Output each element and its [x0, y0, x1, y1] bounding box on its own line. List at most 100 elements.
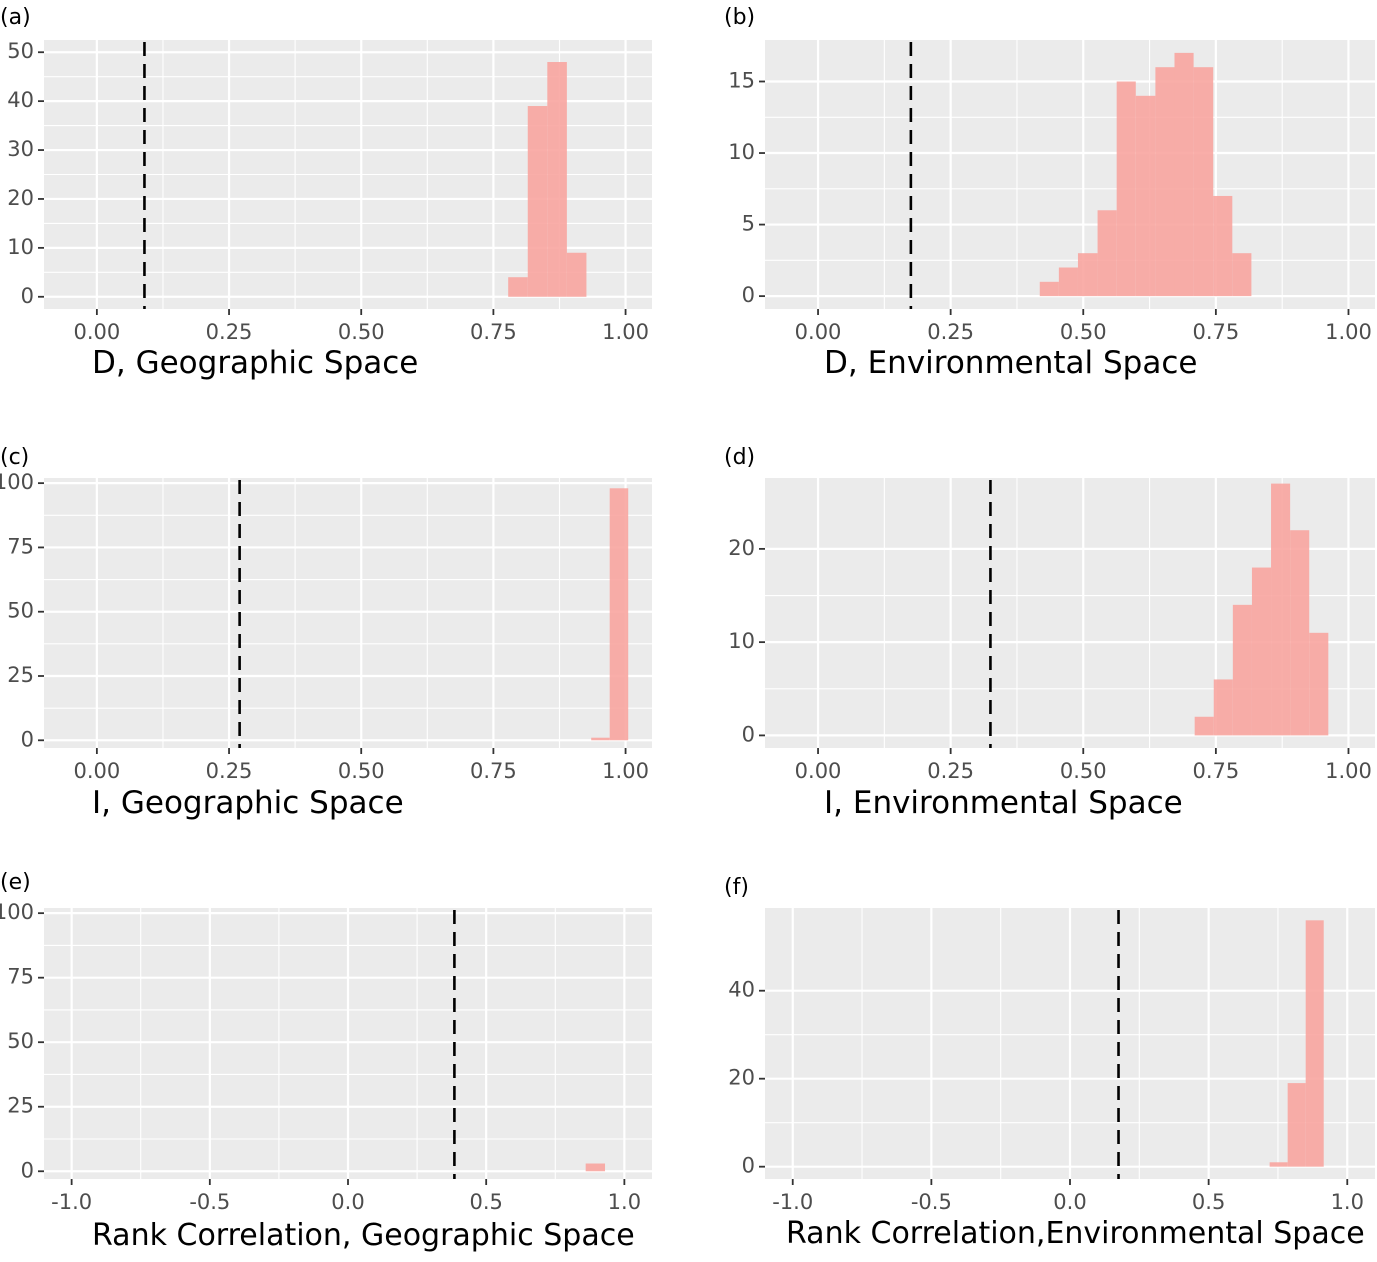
x-tick-label: 0.5: [1192, 1190, 1225, 1214]
y-tick-label: 0: [742, 1154, 755, 1178]
histogram-bar: [1271, 483, 1291, 736]
x-axis-title: D, Environmental Space: [824, 345, 1197, 381]
x-tick-label: 0.75: [470, 320, 517, 344]
histogram-bar: [1232, 253, 1252, 297]
histogram-bar: [508, 277, 528, 297]
x-tick-label: 0.00: [73, 320, 120, 344]
y-tick-label: 100: [0, 470, 34, 494]
x-tick-label: 0.75: [470, 759, 517, 783]
y-tick-label: 0: [21, 1158, 34, 1182]
x-axis-title: D, Geographic Space: [92, 345, 418, 381]
histogram-bar: [1194, 716, 1214, 736]
x-tick-label: 1.00: [602, 320, 649, 344]
x-tick-label: 0.50: [1060, 320, 1107, 344]
y-tick-label: 20: [7, 186, 34, 210]
y-tick-label: 25: [7, 1094, 34, 1118]
x-tick-label: -0.5: [911, 1190, 952, 1214]
panel-label: (c): [0, 445, 29, 470]
x-tick-label: 1.00: [602, 759, 649, 783]
y-tick-label: 100: [0, 900, 34, 924]
x-tick-label: 0.75: [1192, 320, 1239, 344]
y-tick-label: 50: [7, 39, 34, 63]
histogram-bar: [591, 737, 610, 741]
x-tick-label: 0.25: [927, 759, 974, 783]
histogram-bar: [1269, 1162, 1288, 1167]
x-tick-label: 0.00: [73, 759, 120, 783]
x-tick-label: 0.0: [331, 1190, 364, 1214]
x-tick-label: -0.5: [189, 1190, 230, 1214]
histogram-bar: [1290, 530, 1310, 736]
plot-background: [44, 478, 652, 748]
histogram-bar: [566, 252, 587, 297]
x-tick-label: 1.00: [1325, 759, 1372, 783]
x-tick-label: 0.25: [927, 320, 974, 344]
x-tick-label: -1.0: [772, 1190, 813, 1214]
y-tick-label: 15: [728, 68, 755, 92]
y-tick-label: 30: [7, 137, 34, 161]
plot-background: [765, 40, 1375, 309]
histogram-bar: [585, 1163, 606, 1172]
x-tick-label: 0.75: [1192, 759, 1239, 783]
panel-label: (e): [0, 870, 31, 895]
panel-d: (d) 0 10 20 0.00 0.25 0.50 0.75 1.00 I, Environme…: [724, 445, 1375, 821]
y-tick-label: 10: [728, 140, 755, 164]
histogram-bar: [1155, 67, 1175, 297]
x-tick-label: 1.0: [1331, 1190, 1364, 1214]
histogram-bar: [1213, 679, 1233, 736]
y-tick-label: 20: [728, 536, 755, 560]
panel-b: (b) 0 5 10 15 0.00 0.25 0.50 0.75 1.00 D, Environm…: [724, 5, 1375, 381]
x-tick-label: -1.0: [51, 1190, 92, 1214]
y-tick-label: 40: [7, 88, 34, 112]
histogram-bar: [1135, 95, 1156, 297]
y-tick-label: 40: [728, 978, 755, 1002]
histogram-bar: [1116, 81, 1136, 297]
y-tick-label: 75: [7, 965, 34, 989]
panel-label: (b): [724, 5, 755, 30]
y-tick-label: 10: [7, 235, 34, 259]
y-tick-label: 50: [7, 599, 34, 623]
panel-a: (a) 0 10 20 30 40 50 0.00 0.25 0.50 0.75 1.00 D, Geo…: [0, 5, 652, 381]
histogram-bar: [1039, 281, 1059, 297]
histogram-bar: [1287, 1083, 1306, 1167]
x-axis-title: I, Geographic Space: [92, 785, 404, 821]
histogram-bar: [1232, 604, 1252, 736]
x-tick-label: 0.50: [338, 759, 385, 783]
y-tick-label: 0: [21, 284, 34, 308]
panel-c: (c) 0 25 50 75 100 0.00 0.25 0.50 0.75 1.00 I, Geog…: [0, 445, 652, 821]
y-tick-label: 0: [742, 283, 755, 307]
panel-label: (d): [724, 445, 755, 470]
x-tick-label: 1.0: [608, 1190, 641, 1214]
x-tick-label: 0.50: [1060, 759, 1107, 783]
x-tick-label: 0.25: [206, 759, 253, 783]
panel-label: (a): [0, 5, 31, 30]
histogram-bar: [1309, 632, 1329, 736]
x-axis-title: Rank Correlation, Geographic Space: [92, 1218, 635, 1253]
y-tick-label: 0: [21, 727, 34, 751]
x-axis-title: Rank Correlation,Environmental Space: [786, 1216, 1365, 1251]
x-axis-title: I, Environmental Space: [824, 785, 1183, 821]
histogram-bar: [1058, 267, 1078, 297]
x-tick-label: 0.00: [795, 320, 842, 344]
panel-e: (e) 0 25 50 75 100 -1.0 -0.5 0.0 0.5 1.0 Rank Corre…: [0, 870, 652, 1253]
histogram-bar: [609, 488, 629, 741]
y-tick-label: 20: [728, 1066, 755, 1090]
x-tick-label: 0.0: [1053, 1190, 1086, 1214]
y-tick-label: 5: [742, 212, 755, 236]
y-tick-label: 75: [7, 534, 34, 558]
histogram-bar: [547, 62, 567, 297]
y-tick-label: 0: [742, 722, 755, 746]
panel-label: (f): [724, 875, 749, 900]
histogram-bar: [1213, 195, 1233, 297]
histogram-bar: [527, 106, 548, 297]
y-tick-label: 10: [728, 629, 755, 653]
x-tick-label: 0.50: [338, 320, 385, 344]
histogram-bar: [1251, 567, 1272, 736]
y-tick-label: 50: [7, 1029, 34, 1053]
histogram-bar: [1193, 67, 1214, 297]
histogram-bar: [1097, 210, 1117, 297]
x-tick-label: 1.00: [1325, 320, 1372, 344]
histogram-bar: [1077, 253, 1098, 297]
x-tick-label: 0.00: [795, 759, 842, 783]
x-tick-label: 0.5: [469, 1190, 502, 1214]
